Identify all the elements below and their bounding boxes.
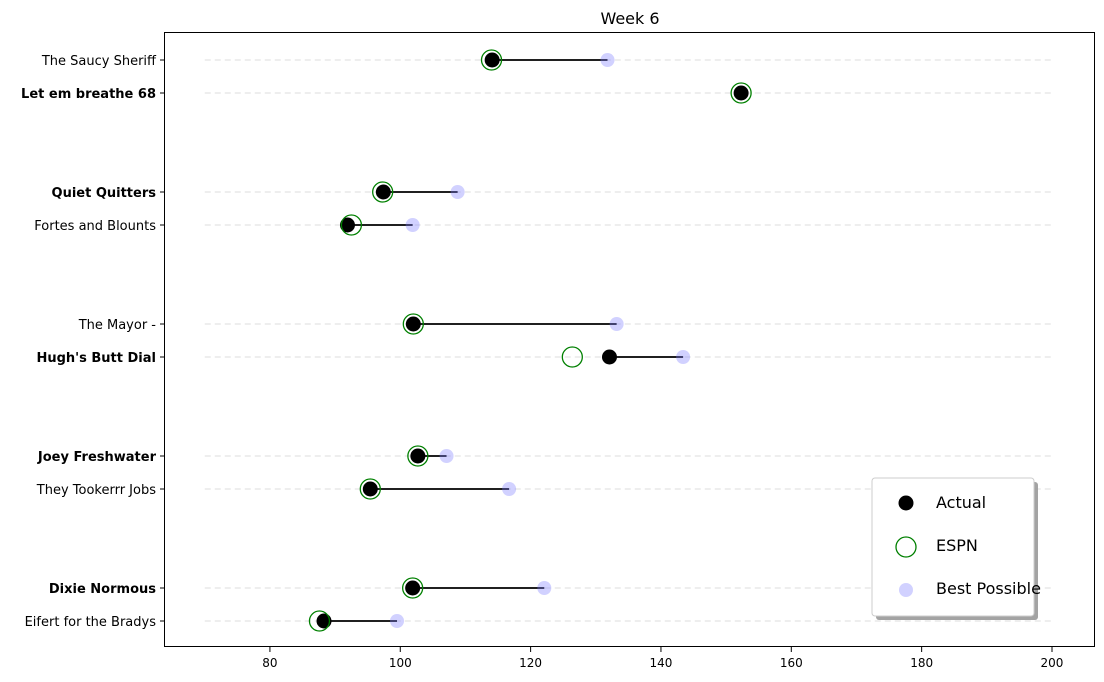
espn-point bbox=[308, 610, 331, 632]
actual-point bbox=[339, 217, 355, 233]
y-tick-label: They Tookerrr Jobs bbox=[36, 483, 156, 498]
x-tick-label: 180 bbox=[910, 656, 933, 670]
y-tick-label: Dixie Normous bbox=[49, 582, 156, 597]
legend-actual-marker bbox=[898, 495, 914, 511]
y-axis: The Saucy Sheriff Let em breathe 68 Quiet … bbox=[21, 54, 165, 630]
best-possible-point bbox=[439, 449, 454, 463]
actual-point bbox=[362, 481, 378, 497]
x-tick-label: 140 bbox=[650, 656, 673, 670]
actual-point bbox=[405, 316, 421, 332]
actual-point bbox=[733, 85, 749, 101]
y-tick-label: Let em breathe 68 bbox=[21, 87, 156, 102]
espn-series bbox=[308, 49, 752, 632]
best-possible-point bbox=[405, 218, 420, 232]
y-tick-label: Joey Freshwater bbox=[37, 450, 157, 465]
best-possible-point bbox=[609, 317, 624, 331]
legend-espn-marker bbox=[895, 536, 917, 558]
espn-point bbox=[480, 49, 503, 71]
x-tick-label: 120 bbox=[519, 656, 542, 670]
x-tick-label: 160 bbox=[780, 656, 803, 670]
espn-point bbox=[407, 445, 429, 467]
legend-actual-label: Actual bbox=[936, 493, 986, 512]
best-possible-point bbox=[600, 53, 615, 67]
x-tick-label: 200 bbox=[1041, 656, 1064, 670]
best-possible-point bbox=[676, 350, 691, 364]
actual-point bbox=[484, 52, 500, 68]
best-possible-point bbox=[390, 614, 405, 628]
espn-point bbox=[340, 214, 363, 236]
legend-best-marker bbox=[899, 583, 913, 597]
y-tick-label: Fortes and Blounts bbox=[34, 219, 156, 234]
actual-point bbox=[405, 580, 421, 596]
legend-espn-label: ESPN bbox=[936, 536, 978, 555]
espn-point bbox=[359, 478, 381, 500]
best-possible-point bbox=[450, 185, 465, 199]
x-tick-label: 100 bbox=[389, 656, 412, 670]
y-tick-label: The Saucy Sheriff bbox=[41, 54, 157, 69]
espn-point bbox=[730, 82, 752, 104]
espn-point bbox=[402, 577, 424, 599]
y-tick-label: Hugh's Butt Dial bbox=[36, 351, 156, 366]
espn-point bbox=[372, 181, 394, 203]
chart-title: Week 6 bbox=[600, 9, 659, 28]
actual-point bbox=[375, 184, 391, 200]
best-possible-point bbox=[502, 482, 517, 496]
y-tick-label: The Mayor - bbox=[78, 318, 157, 333]
connector-lines bbox=[324, 59, 684, 622]
best-possible-point bbox=[537, 581, 552, 595]
x-axis: 80 100 120 140 160 180 200 bbox=[262, 647, 1063, 670]
actual-point bbox=[316, 613, 332, 629]
plot-frame bbox=[164, 32, 1095, 647]
actual-point bbox=[601, 349, 617, 365]
legend-best-label: Best Possible bbox=[936, 579, 1041, 598]
espn-point bbox=[402, 313, 424, 335]
actual-point bbox=[410, 448, 426, 464]
legend-box bbox=[871, 477, 1035, 617]
espn-point bbox=[561, 346, 583, 368]
actual-series bbox=[316, 52, 749, 629]
y-tick-label: Quiet Quitters bbox=[52, 186, 157, 201]
legend: Actual ESPN Best Possible bbox=[871, 477, 1041, 620]
x-tick-label: 80 bbox=[262, 656, 277, 670]
y-tick-label: Eifert for the Bradys bbox=[25, 615, 157, 630]
